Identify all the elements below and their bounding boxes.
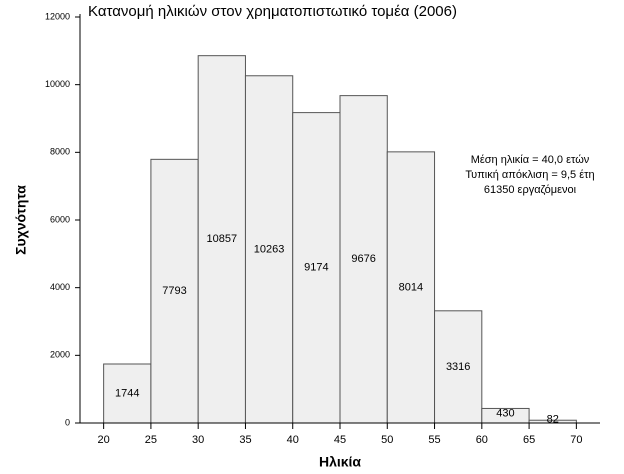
data-label: 9174 xyxy=(304,262,328,274)
y-tick-label: 12000 xyxy=(45,11,70,21)
data-label: 8014 xyxy=(399,281,423,293)
y-tick-label: 10000 xyxy=(45,79,70,89)
bar xyxy=(103,363,152,424)
x-tick-label: 30 xyxy=(192,434,204,446)
x-tick-label: 20 xyxy=(98,434,110,446)
data-label: 3316 xyxy=(446,361,470,373)
x-tick-label: 55 xyxy=(428,434,440,446)
bar xyxy=(386,151,436,424)
annotation: Τυπική απόκλιση = 9,5 έτη xyxy=(465,169,594,181)
data-label: 430 xyxy=(496,408,514,420)
bar xyxy=(197,55,246,424)
x-tick-label: 45 xyxy=(334,434,346,446)
annotation: 61350 εργαζόμενοι xyxy=(484,184,577,196)
x-tick-label: 70 xyxy=(570,434,582,446)
data-label: 9676 xyxy=(351,253,375,265)
y-axis-label: Συχνότητα xyxy=(13,185,29,255)
x-tick-label: 25 xyxy=(145,434,157,446)
y-tick-label: 8000 xyxy=(50,147,70,157)
data-label: 10263 xyxy=(254,243,285,255)
annotation: Μέση ηλικία = 40,0 ετών xyxy=(471,154,590,166)
x-tick-label: 60 xyxy=(476,434,488,446)
y-tick-label: 2000 xyxy=(50,350,70,360)
data-label: 7793 xyxy=(162,285,186,297)
x-tick-label: 65 xyxy=(523,434,535,446)
x-axis-label: Ηλικία xyxy=(319,454,361,470)
bar xyxy=(150,158,199,424)
data-label: 82 xyxy=(547,414,559,426)
chart-title: Κατανομή ηλικιών στον χρηματοπιστωτικό τ… xyxy=(88,3,457,20)
x-tick-label: 50 xyxy=(381,434,393,446)
y-tick-label: 6000 xyxy=(50,214,70,224)
data-label: 10857 xyxy=(207,233,238,245)
bar xyxy=(434,310,483,424)
y-tick-label: 4000 xyxy=(50,282,70,292)
y-tick-label: 0 xyxy=(65,417,70,427)
x-tick-label: 35 xyxy=(239,434,251,446)
data-label: 1744 xyxy=(115,387,139,399)
x-tick-label: 40 xyxy=(287,434,299,446)
